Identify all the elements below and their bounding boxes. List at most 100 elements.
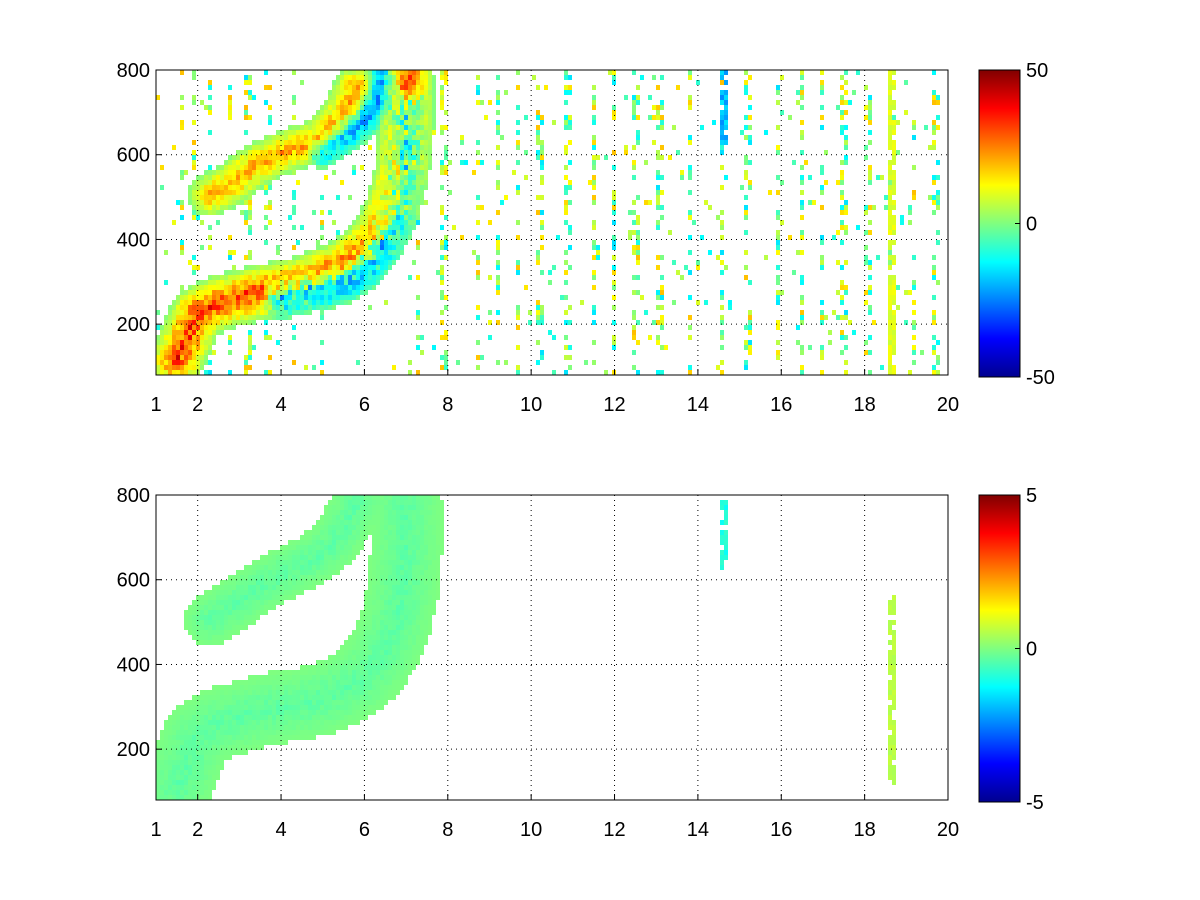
- heatmap-cell: [228, 580, 232, 585]
- heatmap-cell: [780, 180, 784, 185]
- heatmap-cell: [288, 135, 292, 140]
- heatmap-cell: [892, 240, 896, 245]
- heatmap-cell: [356, 630, 360, 635]
- heatmap-cell: [416, 75, 420, 80]
- heatmap-cell: [888, 670, 892, 675]
- heatmap-cell: [212, 690, 216, 695]
- heatmap-cell: [720, 550, 724, 555]
- heatmap-cell: [408, 75, 412, 80]
- heatmap-cell: [456, 360, 460, 365]
- heatmap-cell: [420, 335, 424, 340]
- heatmap-cell: [416, 170, 420, 175]
- heatmap-cell: [656, 105, 660, 110]
- heatmap-cell: [308, 720, 312, 725]
- heatmap-cell: [228, 180, 232, 185]
- heatmap-cell: [376, 255, 380, 260]
- heatmap-cell: [268, 725, 272, 730]
- heatmap-cell: [324, 295, 328, 300]
- heatmap-cell: [332, 270, 336, 275]
- heatmap-cell: [296, 705, 300, 710]
- heatmap-cell: [364, 680, 368, 685]
- heatmap-cell: [568, 160, 572, 165]
- heatmap-cell: [244, 175, 248, 180]
- heatmap-cell: [748, 95, 752, 100]
- heatmap-cell: [172, 300, 176, 305]
- heatmap-cell: [312, 525, 316, 530]
- heatmap-cell: [216, 690, 220, 695]
- heatmap-cell: [188, 610, 192, 615]
- heatmap-cell: [440, 365, 444, 370]
- heatmap-cell: [932, 310, 936, 315]
- heatmap-cell: [328, 95, 332, 100]
- heatmap-cell: [168, 730, 172, 735]
- heatmap-cell: [896, 150, 900, 155]
- heatmap-cell: [380, 520, 384, 525]
- heatmap-cell: [304, 705, 308, 710]
- heatmap-cell: [376, 195, 380, 200]
- heatmap-cell: [724, 175, 728, 180]
- heatmap-cell: [328, 265, 332, 270]
- heatmap-cell: [288, 150, 292, 155]
- heatmap-cell: [224, 285, 228, 290]
- heatmap-cell: [240, 575, 244, 580]
- heatmap-cell: [232, 295, 236, 300]
- heatmap-cell: [892, 700, 896, 705]
- heatmap-cell: [256, 580, 260, 585]
- heatmap-cell: [384, 570, 388, 575]
- heatmap-cell: [396, 140, 400, 145]
- heatmap-cell: [268, 720, 272, 725]
- heatmap-cell: [200, 195, 204, 200]
- heatmap-cell: [444, 80, 448, 85]
- heatmap-cell: [228, 115, 232, 120]
- heatmap-cell: [296, 585, 300, 590]
- heatmap-cell: [200, 695, 204, 700]
- heatmap-cell: [168, 345, 172, 350]
- heatmap-cell: [360, 650, 364, 655]
- heatmap-cell: [412, 625, 416, 630]
- heatmap-cell: [180, 240, 184, 245]
- heatmap-cell: [380, 205, 384, 210]
- heatmap-cell: [364, 225, 368, 230]
- heatmap-cell: [392, 180, 396, 185]
- heatmap-cell: [204, 705, 208, 710]
- heatmap-cell: [176, 715, 180, 720]
- heatmap-cell: [408, 150, 412, 155]
- heatmap-cell: [316, 575, 320, 580]
- heatmap-cell: [476, 100, 480, 105]
- heatmap-cell: [232, 625, 236, 630]
- heatmap-cell: [396, 165, 400, 170]
- heatmap-cell: [288, 545, 292, 550]
- heatmap-cell: [260, 315, 264, 320]
- heatmap-cell: [412, 160, 416, 165]
- heatmap-cell: [204, 285, 208, 290]
- heatmap-cell: [612, 295, 616, 300]
- heatmap-cell: [424, 125, 428, 130]
- heatmap-cell: [392, 620, 396, 625]
- heatmap-cell: [188, 285, 192, 290]
- heatmap-cell: [724, 115, 728, 120]
- heatmap-cell: [384, 75, 388, 80]
- heatmap-cell: [348, 225, 352, 230]
- heatmap-cell: [304, 265, 308, 270]
- heatmap-cell: [220, 725, 224, 730]
- heatmap-cell: [176, 295, 180, 300]
- heatmap-cell: [428, 625, 432, 630]
- heatmap-cell: [888, 315, 892, 320]
- heatmap-cell: [388, 225, 392, 230]
- heatmap-cell: [252, 310, 256, 315]
- heatmap-cell: [268, 295, 272, 300]
- heatmap-cell: [356, 640, 360, 645]
- heatmap-cell: [412, 145, 416, 150]
- heatmap-cell: [932, 200, 936, 205]
- heatmap-cell: [864, 145, 868, 150]
- heatmap-cell: [352, 70, 356, 75]
- heatmap-cell: [312, 575, 316, 580]
- heatmap-cell: [224, 700, 228, 705]
- heatmap-cell: [344, 680, 348, 685]
- heatmap-cell: [360, 250, 364, 255]
- heatmap-cell: [720, 250, 724, 255]
- heatmap-cell: [168, 370, 172, 375]
- heatmap-cell: [636, 290, 640, 295]
- heatmap-cell: [316, 695, 320, 700]
- heatmap-cell: [372, 605, 376, 610]
